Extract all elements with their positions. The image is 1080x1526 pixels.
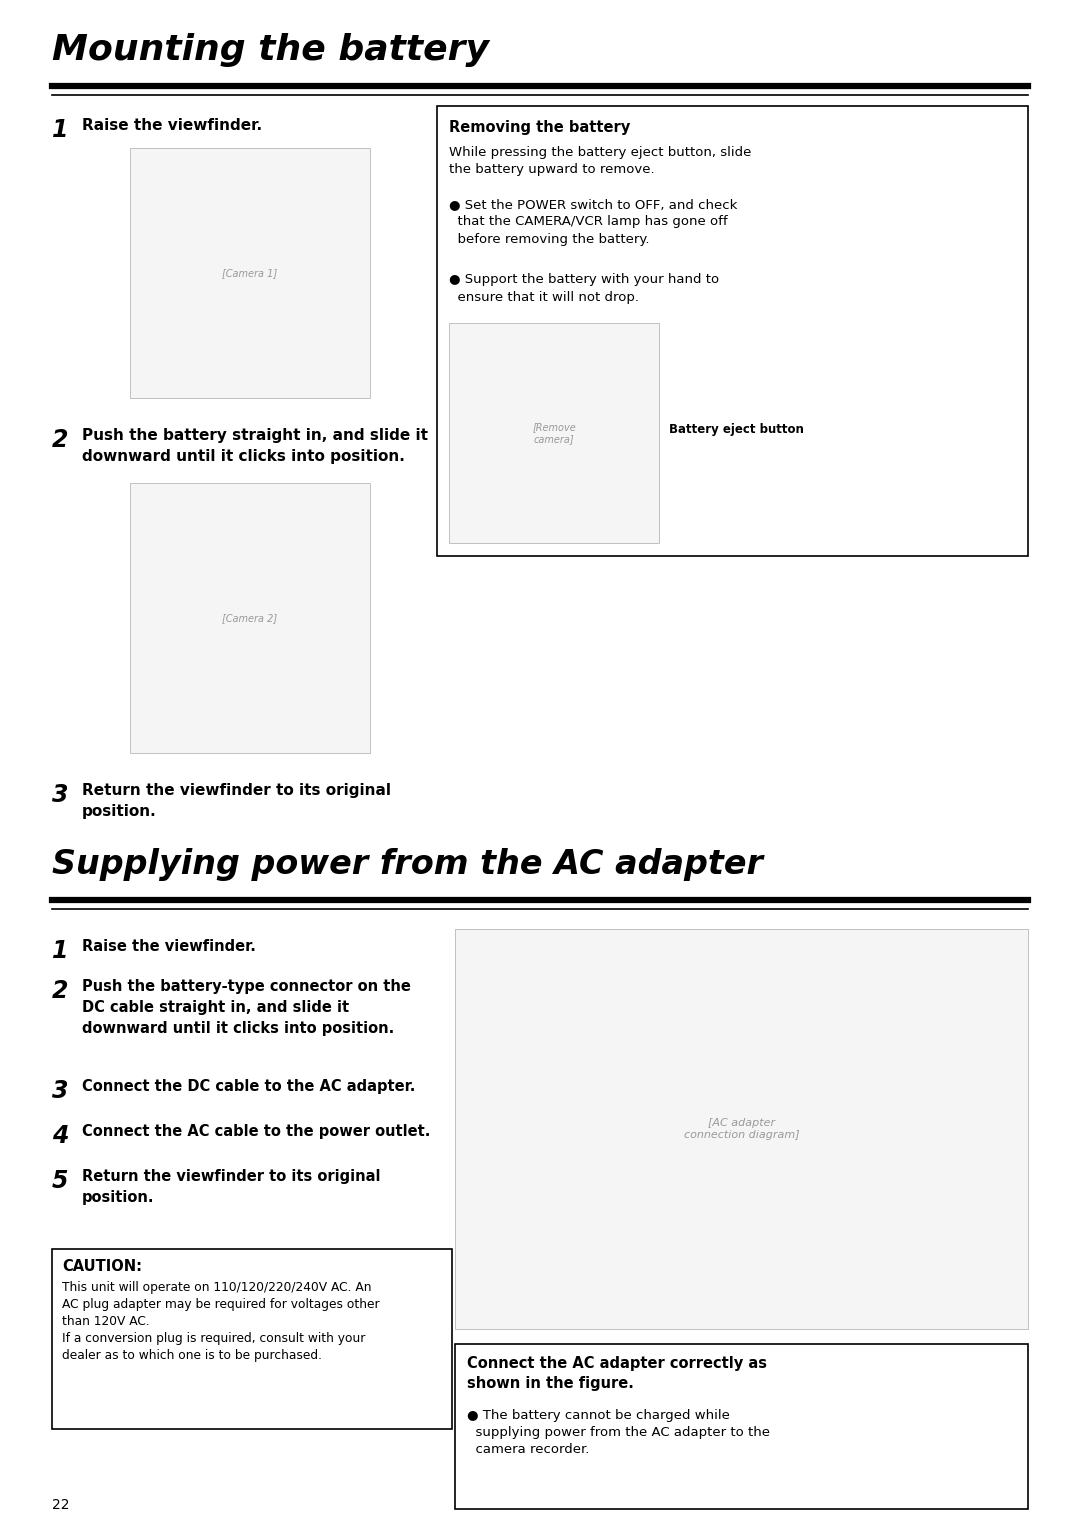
Text: 4: 4 — [52, 1125, 68, 1148]
Bar — [449, 324, 659, 543]
Text: [Remove
camera]: [Remove camera] — [532, 423, 576, 444]
Text: 2: 2 — [52, 427, 68, 452]
Text: 2: 2 — [52, 980, 68, 1003]
Text: 5: 5 — [52, 1169, 68, 1193]
Text: Return the viewfinder to its original
position.: Return the viewfinder to its original po… — [82, 1169, 380, 1206]
Text: Battery eject button: Battery eject button — [669, 423, 804, 436]
Text: Raise the viewfinder.: Raise the viewfinder. — [82, 118, 262, 133]
Text: Connect the AC cable to the power outlet.: Connect the AC cable to the power outlet… — [82, 1125, 430, 1138]
Text: 1: 1 — [52, 938, 68, 963]
Text: Return the viewfinder to its original
position.: Return the viewfinder to its original po… — [82, 783, 391, 819]
Text: Removing the battery: Removing the battery — [449, 121, 631, 134]
Text: Push the battery-type connector on the
DC cable straight in, and slide it
downwa: Push the battery-type connector on the D… — [82, 980, 410, 1036]
Text: Supplying power from the AC adapter: Supplying power from the AC adapter — [52, 848, 762, 881]
Bar — [455, 929, 1028, 1329]
Text: [Camera 1]: [Camera 1] — [222, 269, 278, 278]
Bar — [455, 1344, 1028, 1509]
Text: 3: 3 — [52, 783, 68, 807]
Text: 1: 1 — [52, 118, 68, 142]
Bar — [130, 484, 370, 752]
Text: 22: 22 — [52, 1499, 69, 1512]
Text: This unit will operate on 110/120/220/240V AC. An
AC plug adapter may be require: This unit will operate on 110/120/220/24… — [62, 1280, 380, 1363]
Text: [AC adapter
connection diagram]: [AC adapter connection diagram] — [684, 1119, 799, 1140]
Text: Push the battery straight in, and slide it
downward until it clicks into positio: Push the battery straight in, and slide … — [82, 427, 428, 464]
Text: Mounting the battery: Mounting the battery — [52, 34, 489, 67]
Text: [Camera 2]: [Camera 2] — [222, 613, 278, 623]
Text: Connect the AC adapter correctly as
shown in the figure.: Connect the AC adapter correctly as show… — [467, 1357, 767, 1390]
Text: ● Set the POWER switch to OFF, and check
  that the CAMERA/VCR lamp has gone off: ● Set the POWER switch to OFF, and check… — [449, 198, 738, 246]
Text: ● The battery cannot be charged while
  supplying power from the AC adapter to t: ● The battery cannot be charged while su… — [467, 1408, 770, 1456]
Text: Raise the viewfinder.: Raise the viewfinder. — [82, 938, 256, 954]
Text: CAUTION:: CAUTION: — [62, 1259, 141, 1274]
Bar — [52, 1248, 453, 1428]
Bar — [130, 148, 370, 398]
Text: ● Support the battery with your hand to
  ensure that it will not drop.: ● Support the battery with your hand to … — [449, 273, 719, 304]
Text: While pressing the battery eject button, slide
the battery upward to remove.: While pressing the battery eject button,… — [449, 146, 752, 177]
Text: Connect the DC cable to the AC adapter.: Connect the DC cable to the AC adapter. — [82, 1079, 416, 1094]
Text: 3: 3 — [52, 1079, 68, 1103]
Bar — [437, 105, 1028, 555]
